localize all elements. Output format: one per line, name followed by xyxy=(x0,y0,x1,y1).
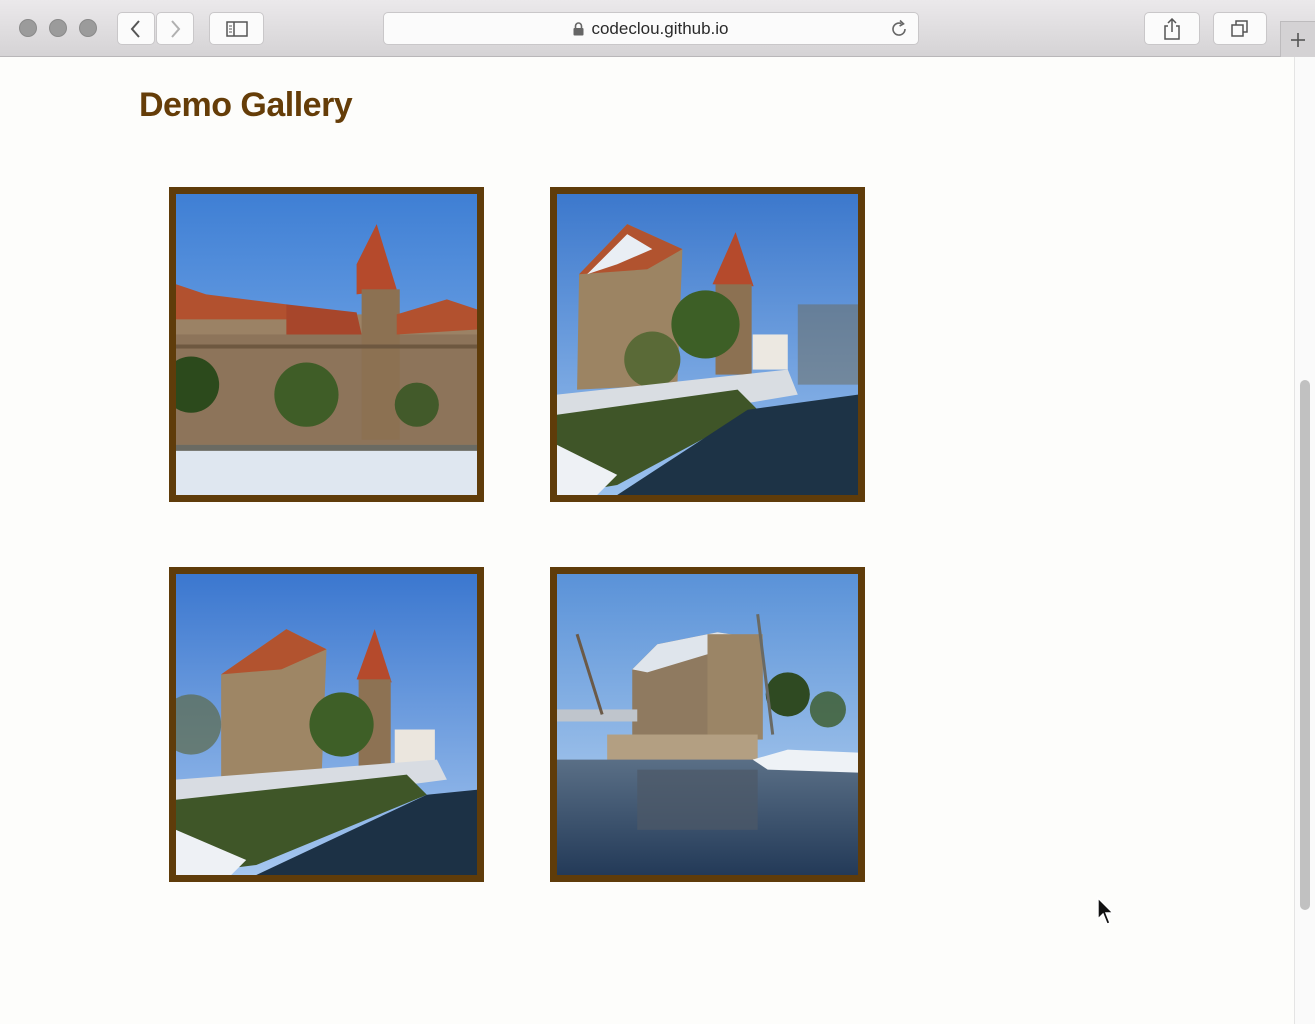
gallery-photo xyxy=(557,574,858,875)
scrollbar-thumb[interactable] xyxy=(1300,380,1310,910)
chevron-right-icon xyxy=(171,19,181,38)
share-button[interactable] xyxy=(1144,12,1200,45)
gallery-photo xyxy=(176,574,477,875)
sidebar-icon xyxy=(225,20,248,37)
zoom-window-button[interactable] xyxy=(79,19,97,37)
minimize-window-button[interactable] xyxy=(49,19,67,37)
gallery-item[interactable] xyxy=(169,567,484,882)
close-window-button[interactable] xyxy=(19,19,37,37)
vertical-scrollbar[interactable] xyxy=(1294,57,1315,1024)
gallery-item[interactable] xyxy=(550,567,865,882)
mouse-cursor-icon xyxy=(1097,897,1115,925)
gallery-photo xyxy=(557,194,858,495)
plus-icon xyxy=(1291,32,1305,47)
page-title: Demo Gallery xyxy=(139,86,353,124)
browser-toolbar: codeclou.github.io xyxy=(0,0,1315,57)
gallery-item[interactable] xyxy=(550,187,865,502)
new-tab-button[interactable] xyxy=(1280,21,1315,57)
share-icon xyxy=(1164,17,1180,40)
address-bar[interactable]: codeclou.github.io xyxy=(383,12,919,45)
gallery-item[interactable] xyxy=(169,187,484,502)
gallery-photo xyxy=(176,194,477,495)
tabs-icon xyxy=(1231,19,1248,37)
reload-icon[interactable] xyxy=(889,19,909,39)
sidebar-button[interactable] xyxy=(209,12,264,45)
show-tabs-button[interactable] xyxy=(1213,12,1267,45)
url-text: codeclou.github.io xyxy=(591,18,729,38)
forward-button[interactable] xyxy=(156,12,194,45)
lock-icon xyxy=(573,21,584,35)
chevron-left-icon xyxy=(130,19,140,38)
page-content: Demo Gallery xyxy=(0,57,1294,1024)
back-button[interactable] xyxy=(117,12,155,45)
